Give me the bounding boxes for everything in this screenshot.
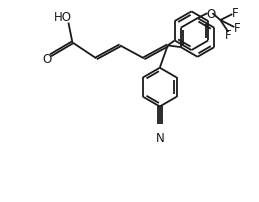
Text: O: O bbox=[207, 7, 216, 20]
Text: O: O bbox=[42, 53, 51, 65]
Text: F: F bbox=[234, 21, 241, 34]
Text: F: F bbox=[225, 29, 232, 42]
Text: F: F bbox=[232, 7, 239, 20]
Text: HO: HO bbox=[53, 11, 71, 24]
Text: N: N bbox=[155, 132, 164, 145]
